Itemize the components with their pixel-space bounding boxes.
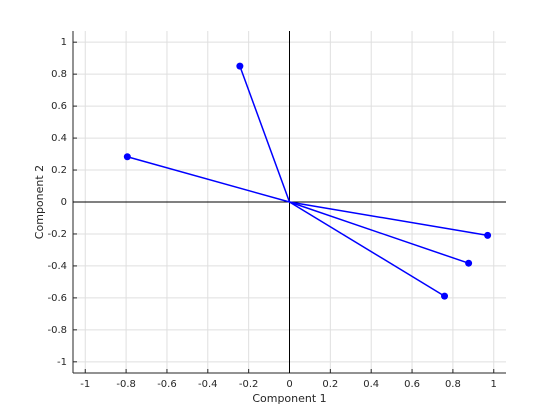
y-axis-label: Component 2: [33, 165, 46, 239]
y-tick-label: 1: [61, 37, 67, 48]
x-tick-label: -0.6: [157, 379, 177, 390]
x-tick-label: 0.6: [404, 379, 420, 390]
vector: [127, 156, 290, 203]
y-tick-label: 0.2: [51, 165, 67, 176]
x-tick-label: 0.8: [445, 379, 461, 390]
point: [123, 153, 131, 161]
x-axis-label: Component 1: [252, 392, 326, 405]
point: [465, 259, 473, 267]
x-tick-label: -0.8: [116, 379, 136, 390]
y-tick-label: 0: [61, 197, 67, 208]
vector: [289, 201, 445, 297]
vector: [289, 201, 469, 264]
point: [441, 292, 449, 300]
y-tick-label: -1: [57, 357, 67, 368]
y-tick-label: -0.6: [47, 293, 67, 304]
point: [484, 231, 492, 239]
y-tick-label: 0.4: [51, 133, 67, 144]
x-tick-label: 0.4: [363, 379, 379, 390]
y-tick-label: -0.8: [47, 325, 67, 336]
y-tick-label: 0.6: [51, 101, 67, 112]
y-tick-label: -0.2: [47, 229, 67, 240]
x-tick-label: 0: [286, 379, 292, 390]
y-tick-label: 0.8: [51, 69, 67, 80]
x-tick-label: 1: [491, 379, 497, 390]
vector: [289, 201, 488, 237]
x-tick-label: -0.2: [239, 379, 259, 390]
x-tick-label: -0.4: [198, 379, 218, 390]
y-tick-label: -0.4: [47, 261, 67, 272]
point: [236, 62, 244, 70]
x-tick-label: 0.2: [322, 379, 338, 390]
x-tick-label: -1: [80, 379, 90, 390]
vector: [239, 65, 291, 203]
